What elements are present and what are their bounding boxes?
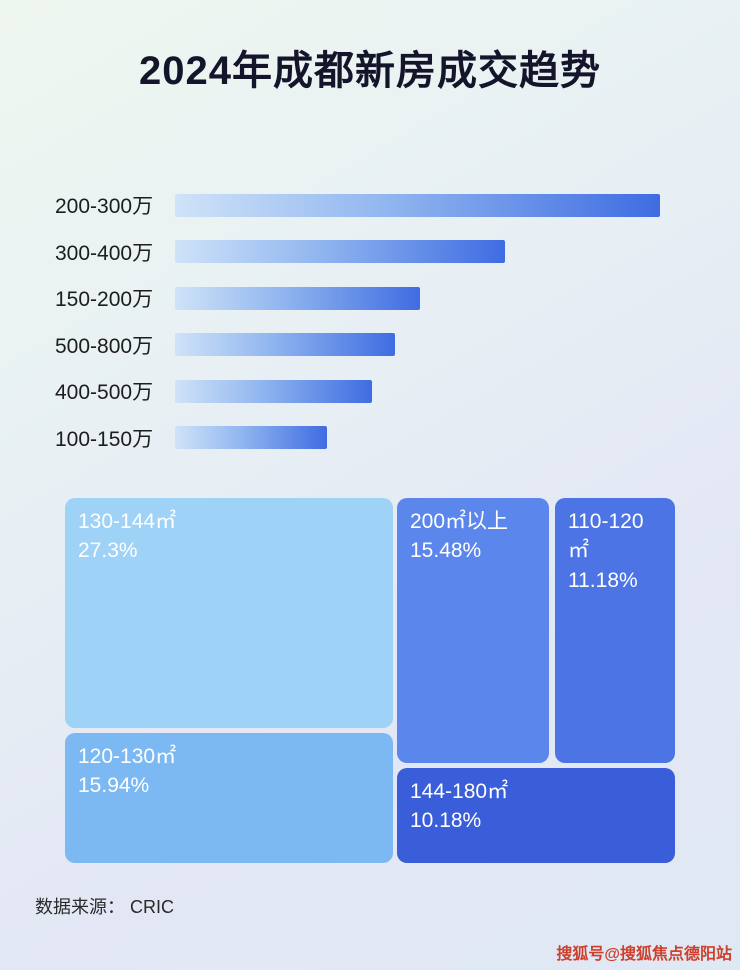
bar-track — [175, 193, 660, 217]
treemap-block-144-180: 144-180㎡ 10.18% — [397, 768, 675, 863]
bar — [175, 240, 505, 264]
bar-track — [175, 426, 660, 450]
bar-track — [175, 379, 660, 403]
treemap-block-120-130: 120-130㎡ 15.94% — [65, 733, 393, 863]
bar-row: 150-200万 — [55, 275, 685, 322]
treemap-block-200-plus: 200㎡以上 15.48% — [397, 498, 549, 763]
bar-row: 300-400万 — [55, 229, 685, 276]
bar-track — [175, 333, 660, 357]
treemap-block-value: 15.94% — [78, 774, 150, 798]
bar-category-label: 400-500万 — [55, 381, 154, 405]
watermark: 搜狐号@搜狐焦点德阳站 — [556, 946, 732, 963]
bar-category-label: 200-300万 — [55, 195, 154, 219]
page-title: 2024年成都新房成交趋势 — [139, 49, 601, 93]
bar-track — [175, 240, 660, 264]
area-treemap: 130-144㎡ 27.3% 200㎡以上 15.48% 110-120㎡ 11… — [65, 498, 675, 863]
treemap-block-value: 11.18% — [568, 568, 638, 592]
bar-row: 100-150万 — [55, 415, 685, 462]
bar-row: 500-800万 — [55, 322, 685, 369]
treemap-block-130-144: 130-144㎡ 27.3% — [65, 498, 393, 728]
bar-category-label: 500-800万 — [55, 334, 154, 358]
bar-track — [175, 286, 660, 310]
bar-category-label: 300-400万 — [55, 241, 154, 265]
treemap-block-value: 10.18% — [410, 809, 482, 833]
treemap-block-label: 110-120㎡ — [568, 510, 644, 563]
bar-category-label: 100-150万 — [55, 427, 154, 451]
treemap-block-label: 200㎡以上 — [410, 510, 509, 533]
bar — [175, 426, 327, 450]
bar — [175, 333, 396, 357]
bar-row: 200-300万 — [55, 182, 685, 229]
bar — [175, 379, 372, 403]
price-bar-chart: 200-300万 300-400万 150-200万 500-800万 400- — [55, 182, 685, 461]
treemap-block-label: 130-144㎡ — [78, 510, 177, 533]
treemap-block-label: 144-180㎡ — [410, 780, 509, 803]
bar-category-label: 150-200万 — [55, 288, 154, 312]
treemap-block-value: 27.3% — [78, 539, 138, 563]
treemap-block-value: 15.48% — [410, 539, 482, 563]
treemap-block-110-120: 110-120㎡ 11.18% — [555, 498, 675, 763]
treemap-block-label: 120-130㎡ — [78, 745, 177, 768]
data-source: 数据来源： CRIC — [35, 897, 174, 917]
bar-row: 400-500万 — [55, 368, 685, 415]
bar — [175, 286, 420, 310]
bar — [175, 193, 660, 217]
